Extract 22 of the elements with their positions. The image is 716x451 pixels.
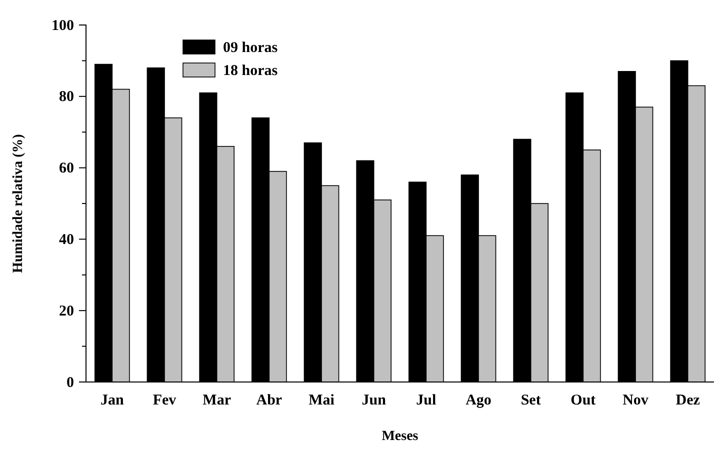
x-axis-title: Meses (382, 429, 419, 444)
legend-label: 18 horas (223, 63, 278, 79)
x-tick-label: Abr (256, 392, 282, 409)
x-tick-label: Jun (362, 392, 387, 409)
y-tick-label: 40 (59, 232, 74, 248)
x-tick-label: Nov (622, 392, 649, 409)
x-tick-label: Jan (100, 392, 124, 409)
x-tick-label: Mar (202, 392, 232, 409)
legend-label: 09 horas (223, 40, 278, 56)
y-tick-label: 0 (66, 374, 74, 391)
y-tick-label: 100 (52, 18, 74, 34)
x-tick-label: Mai (308, 392, 334, 409)
x-tick-label: Set (520, 392, 541, 409)
y-tick-label: 80 (59, 89, 74, 106)
x-tick-label: Fev (152, 392, 177, 409)
x-tick-label: Ago (466, 392, 492, 409)
x-tick-label: Jul (416, 392, 436, 409)
y-axis-title: Humidade relativa (%) (11, 134, 26, 273)
y-tick-label: 20 (59, 303, 74, 320)
x-tick-label: Out (570, 392, 596, 409)
y-tick-label: 60 (59, 160, 74, 177)
x-tick-label: Dez (676, 392, 700, 409)
